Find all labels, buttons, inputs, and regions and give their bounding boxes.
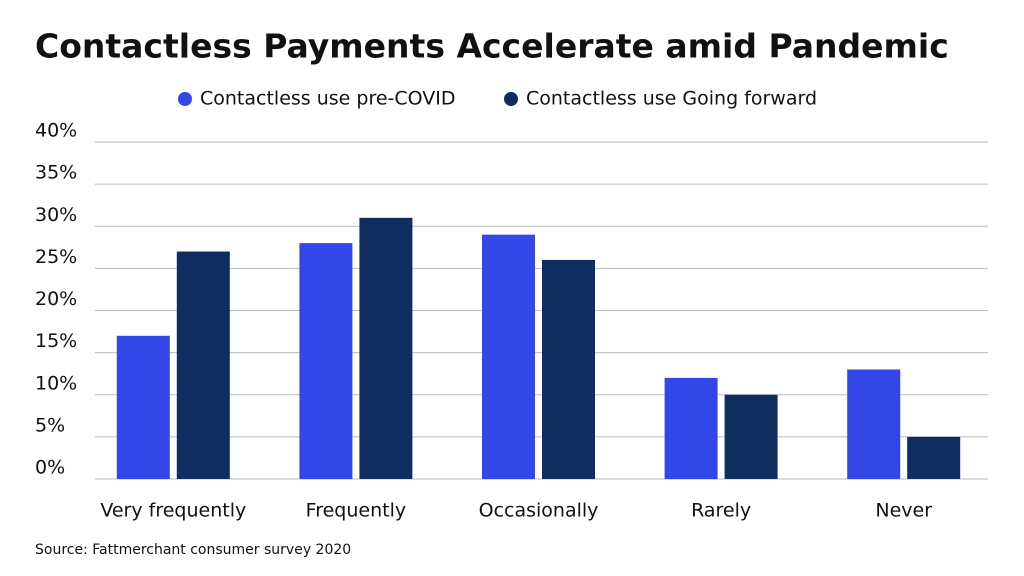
legend-label: Contactless use pre-COVID <box>200 88 456 110</box>
y-tick-label: 25% <box>35 246 77 268</box>
x-tick-label: Rarely <box>691 500 751 522</box>
chart-title: Contactless Payments Accelerate amid Pan… <box>35 27 949 66</box>
legend-marker <box>178 92 192 106</box>
y-tick-label: 30% <box>35 204 77 226</box>
y-tick-label: 35% <box>35 162 77 184</box>
source-note: Source: Fattmerchant consumer survey 202… <box>35 542 351 558</box>
bar <box>542 259 595 479</box>
bar <box>664 377 718 479</box>
bar <box>847 369 901 479</box>
y-tick-label: 40% <box>35 120 77 142</box>
y-tick-label: 0% <box>35 457 65 479</box>
x-tick-label: Occasionally <box>479 500 599 522</box>
x-tick-label: Never <box>875 500 932 522</box>
y-tick-label: 5% <box>35 414 65 436</box>
y-tick-label: 15% <box>35 330 77 352</box>
legend-marker <box>504 92 518 106</box>
bar <box>907 436 961 479</box>
y-tick-label: 20% <box>35 288 77 310</box>
bar <box>724 394 778 479</box>
bar <box>359 217 413 479</box>
bar <box>299 243 353 479</box>
bar <box>116 335 170 479</box>
x-tick-label: Frequently <box>306 500 406 522</box>
legend-label: Contactless use Going forward <box>526 88 817 110</box>
bar <box>176 251 230 479</box>
x-tick-label: Very frequently <box>100 500 246 522</box>
y-tick-label: 10% <box>35 372 77 394</box>
bar <box>482 234 535 479</box>
